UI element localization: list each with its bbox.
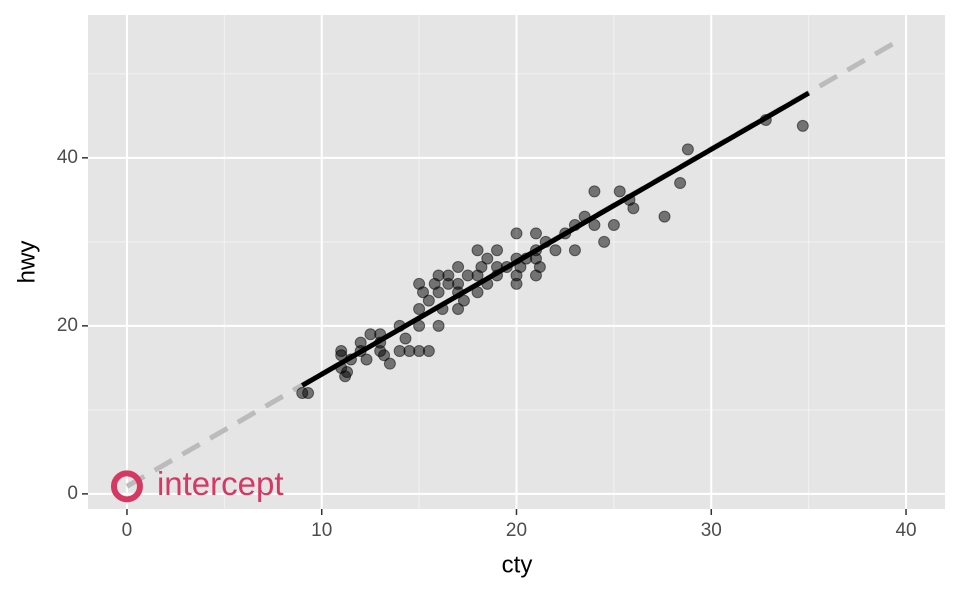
point	[588, 219, 601, 232]
point	[360, 353, 373, 366]
point	[471, 286, 484, 299]
point	[374, 336, 387, 349]
point	[452, 303, 465, 316]
point	[341, 366, 354, 379]
line-fit	[301, 90, 810, 388]
point	[568, 219, 581, 232]
point	[681, 143, 694, 156]
annotation-text: intercept	[157, 465, 284, 502]
point	[510, 227, 523, 240]
point	[598, 235, 611, 248]
point	[335, 349, 348, 362]
x-tick-label: 20	[506, 520, 527, 541]
point	[627, 202, 640, 215]
point	[457, 294, 470, 307]
point	[514, 261, 527, 274]
point	[378, 349, 391, 362]
point	[613, 185, 626, 198]
point	[452, 277, 465, 290]
point	[674, 177, 687, 190]
point	[559, 227, 572, 240]
point	[491, 244, 504, 257]
point	[588, 185, 601, 198]
point	[422, 345, 435, 358]
point	[578, 210, 591, 223]
point	[393, 319, 406, 332]
point	[658, 210, 671, 223]
point	[452, 261, 465, 274]
point	[422, 294, 435, 307]
point	[539, 235, 552, 248]
y-axis-label: hwy	[13, 241, 40, 284]
point	[436, 303, 449, 316]
point	[354, 336, 367, 349]
x-tick-label: 40	[895, 520, 916, 541]
point	[529, 252, 542, 265]
point	[549, 244, 562, 257]
y-tick-label: 20	[57, 315, 78, 336]
x-tick-label: 30	[701, 520, 722, 541]
y-tick-label: 40	[57, 147, 78, 168]
point	[481, 277, 494, 290]
point	[432, 319, 445, 332]
x-tick-label: 10	[311, 520, 332, 541]
point	[500, 261, 513, 274]
point	[413, 303, 426, 316]
point	[399, 332, 412, 345]
point	[481, 252, 494, 265]
point	[302, 387, 315, 400]
point	[383, 357, 396, 370]
point	[417, 286, 430, 299]
annotation-marker	[110, 470, 143, 503]
point	[475, 261, 488, 274]
x-axis-label: cty	[502, 551, 533, 578]
point	[796, 119, 809, 132]
y-tick-label: 0	[67, 483, 78, 504]
point	[413, 319, 426, 332]
point	[759, 114, 772, 127]
point	[568, 244, 581, 257]
x-tick-label: 0	[122, 520, 133, 541]
point	[529, 227, 542, 240]
point	[471, 244, 484, 257]
point	[607, 219, 620, 232]
point	[432, 286, 445, 299]
